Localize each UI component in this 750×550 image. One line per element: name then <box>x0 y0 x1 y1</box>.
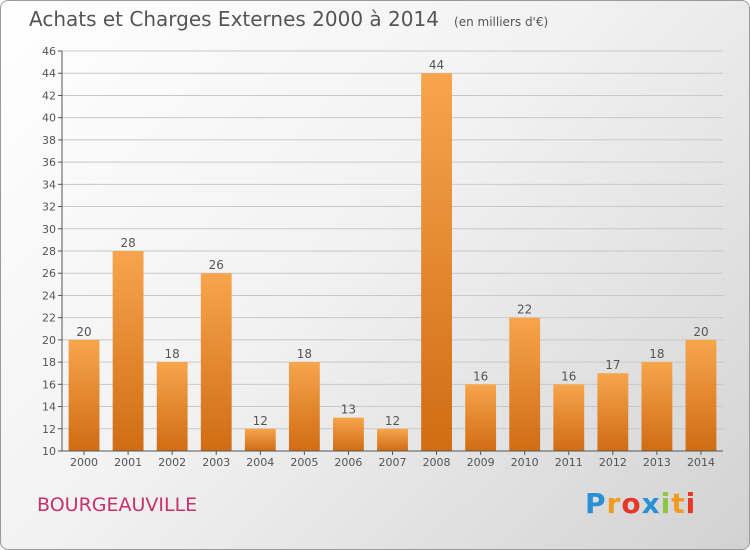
y-tick-label: 40 <box>42 112 56 125</box>
x-tick-label: 2002 <box>158 456 186 469</box>
y-tick-label: 28 <box>42 245 56 258</box>
axis-layer: 10 12 14 16 18 20 22 24 26 28 30 32 34 36 38 40 42 44 46 20… <box>42 45 723 469</box>
x-tick-label: 2005 <box>290 456 318 469</box>
city-name: BOURGEAUVILLE <box>37 494 198 516</box>
data-label: 28 <box>120 236 135 250</box>
logo-letter: i <box>685 487 697 520</box>
x-tick-label: 2003 <box>202 456 230 469</box>
data-label: 16 <box>473 369 488 383</box>
bar <box>68 339 100 451</box>
x-tick-label: 2012 <box>599 456 627 469</box>
x-tick-label: 2011 <box>555 456 583 469</box>
bar <box>333 417 364 451</box>
bar <box>641 362 673 451</box>
title-area: Achats et Charges Externes 2000 à 2014 (… <box>29 7 548 31</box>
chart-title: Achats et Charges Externes 2000 à 2014 <box>29 7 439 31</box>
bar <box>597 373 629 451</box>
data-label: 22 <box>517 303 532 317</box>
y-tick-label: 32 <box>42 201 56 214</box>
y-tick-label: 44 <box>42 67 56 80</box>
y-tick-label: 42 <box>42 89 56 102</box>
proxiti-logo: Proxiti <box>585 487 696 520</box>
data-label: 26 <box>209 258 224 272</box>
y-tick-label: 46 <box>42 45 56 58</box>
data-label: 20 <box>693 325 708 339</box>
bar <box>156 362 188 451</box>
bar <box>200 273 232 451</box>
data-label: 18 <box>297 347 312 361</box>
data-label: 20 <box>76 325 91 339</box>
y-tick-label: 12 <box>42 423 56 436</box>
x-tick-label: 2001 <box>114 456 142 469</box>
bar-layer: 20 28 18 26 12 18 13 12 44 16 22 16 17 18 20 <box>68 58 717 451</box>
logo-letter: t <box>671 487 686 520</box>
y-tick-label: 38 <box>42 134 56 147</box>
bar <box>112 251 144 451</box>
x-tick-label: 2008 <box>423 456 451 469</box>
bar <box>421 73 452 451</box>
y-tick-label: 36 <box>42 156 56 169</box>
bar <box>685 339 717 451</box>
bar <box>509 317 541 451</box>
bar <box>244 428 276 451</box>
y-tick-label: 34 <box>42 178 56 191</box>
data-label: 13 <box>341 403 356 417</box>
bar <box>377 428 408 451</box>
x-tick-label: 2014 <box>687 456 715 469</box>
y-tick-label: 30 <box>42 223 56 236</box>
y-tick-label: 16 <box>42 378 56 391</box>
bar <box>465 384 497 451</box>
y-tick-label: 22 <box>42 312 56 325</box>
data-label: 12 <box>385 414 400 428</box>
data-label: 12 <box>253 414 268 428</box>
x-tick-label: 2013 <box>643 456 671 469</box>
y-tick-label: 18 <box>42 356 56 369</box>
x-tick-label: 2006 <box>334 456 362 469</box>
bar <box>553 384 585 451</box>
logo-letter: r <box>606 487 622 520</box>
x-tick-label: 2009 <box>467 456 495 469</box>
bar <box>288 362 320 451</box>
x-tick-label: 2000 <box>70 456 98 469</box>
y-tick-label: 24 <box>42 289 56 302</box>
data-label: 44 <box>429 58 444 72</box>
logo-letter: i <box>660 487 672 520</box>
x-tick-label: 2004 <box>246 456 274 469</box>
x-tick-label: 2010 <box>511 456 539 469</box>
logo-letter: x <box>641 487 661 520</box>
data-label: 18 <box>165 347 180 361</box>
logo-letter: o <box>621 487 642 520</box>
y-tick-label: 10 <box>42 445 56 458</box>
chart-subtitle: (en milliers d'€) <box>454 15 549 29</box>
y-tick-label: 26 <box>42 267 56 280</box>
logo-letter: P <box>585 487 607 520</box>
x-tick-label: 2007 <box>379 456 407 469</box>
y-tick-label: 14 <box>42 401 56 414</box>
data-label: 16 <box>561 369 576 383</box>
data-label: 18 <box>649 347 664 361</box>
data-label: 17 <box>605 358 620 372</box>
y-tick-label: 20 <box>42 334 56 347</box>
